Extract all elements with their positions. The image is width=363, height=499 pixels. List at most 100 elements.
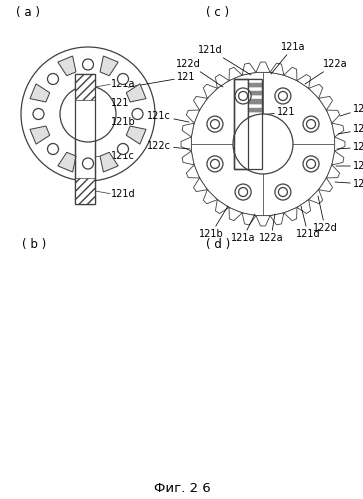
Polygon shape [270,213,284,225]
Bar [75,74,95,204]
Bar [248,79,262,83]
Text: Фиг. 2 6: Фиг. 2 6 [154,483,211,496]
Circle shape [118,144,129,155]
Circle shape [233,114,293,174]
Bar [248,95,262,99]
Bar [234,79,248,169]
Bar [248,157,262,161]
Bar [248,136,262,140]
Polygon shape [203,190,217,204]
Text: 121b: 121b [111,117,136,127]
Circle shape [191,72,335,216]
Bar [248,83,262,87]
Polygon shape [58,56,76,76]
Polygon shape [319,178,333,192]
Text: 121c: 121c [147,111,189,122]
Polygon shape [309,84,323,98]
Circle shape [303,116,319,132]
Circle shape [275,88,291,104]
Polygon shape [181,137,191,151]
Circle shape [82,59,94,70]
Text: 121d: 121d [111,189,136,199]
Circle shape [275,184,291,200]
Polygon shape [215,200,229,214]
Polygon shape [30,84,50,102]
Circle shape [60,86,116,142]
Polygon shape [186,110,200,123]
Circle shape [235,184,251,200]
Circle shape [33,108,44,119]
Text: 122d: 122d [176,59,223,87]
Polygon shape [319,96,333,110]
Polygon shape [229,67,242,80]
Polygon shape [100,152,118,172]
Text: ( c ): ( c ) [207,5,229,18]
Text: 121a: 121a [271,42,306,74]
Text: 122c: 122c [147,141,190,151]
Polygon shape [284,67,297,80]
Polygon shape [58,152,76,172]
Text: ( a ): ( a ) [16,5,40,18]
Bar [75,74,95,204]
Polygon shape [126,126,146,144]
Bar [234,79,262,169]
Text: 121: 121 [252,107,295,117]
Text: 122a: 122a [305,59,348,84]
Circle shape [207,116,223,132]
Polygon shape [193,96,207,110]
Polygon shape [30,126,50,144]
Polygon shape [182,123,194,137]
Circle shape [132,108,143,119]
Bar [248,120,262,124]
Bar [248,132,262,136]
Polygon shape [309,190,323,204]
Polygon shape [229,208,242,221]
Text: 121c: 121c [111,151,135,161]
Text: 122a: 122a [259,214,283,243]
Bar [248,108,262,112]
Bar [248,91,262,95]
Polygon shape [193,178,207,192]
Polygon shape [203,84,217,98]
Polygon shape [335,137,345,151]
Bar [248,140,262,144]
Circle shape [48,73,58,84]
Text: 121d: 121d [296,206,320,239]
Circle shape [48,144,58,155]
Circle shape [207,156,223,172]
Bar [234,79,248,169]
Polygon shape [242,213,256,225]
Text: 121b: 121b [199,206,228,239]
Bar [248,165,262,169]
Polygon shape [256,62,270,72]
Bar [248,116,262,120]
Polygon shape [126,84,146,102]
Polygon shape [326,165,340,178]
Text: 121: 121 [111,98,130,108]
Bar [234,79,262,169]
Polygon shape [186,165,200,178]
Polygon shape [297,200,311,214]
Bar [248,124,262,128]
Polygon shape [270,63,284,75]
Text: 121a: 121a [111,79,135,89]
Bar [248,153,262,157]
Text: 121: 121 [128,72,196,87]
Polygon shape [332,151,344,165]
Text: 122b: 122b [338,124,363,134]
Bar [248,128,262,132]
Polygon shape [326,110,340,123]
Polygon shape [215,74,229,88]
Polygon shape [242,63,256,75]
Polygon shape [297,74,311,88]
Text: 122d: 122d [313,196,337,233]
Circle shape [118,73,129,84]
Polygon shape [256,216,270,226]
Bar [248,104,262,108]
Polygon shape [284,208,297,221]
Text: 121a: 121a [231,214,255,243]
Bar [75,74,95,100]
Text: 121: 121 [340,104,363,116]
Bar [248,112,262,116]
Bar [248,161,262,165]
